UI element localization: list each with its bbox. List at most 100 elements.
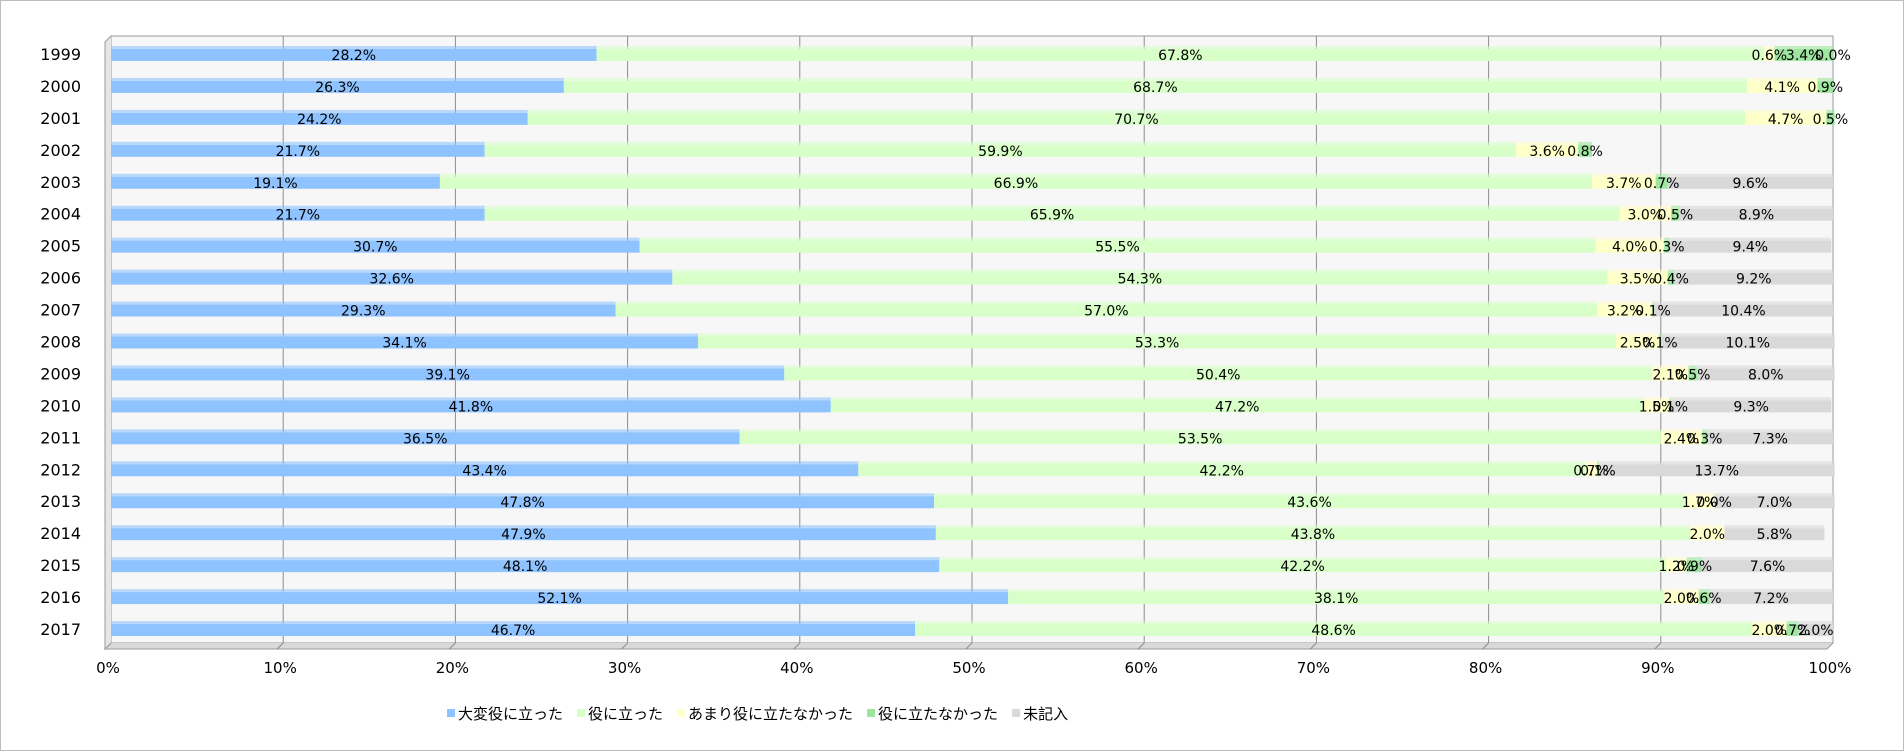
- data-label: 3.2%: [1607, 304, 1643, 320]
- data-label: 0.9%: [1677, 559, 1713, 575]
- bars-layer: [111, 45, 1835, 637]
- data-label: 39.1%: [425, 367, 469, 383]
- x-axis: 0% 10% 20% 30% 40% 50% 60% 70% 80% 90% 100%: [96, 659, 1851, 677]
- bar-segment: [1745, 112, 1827, 125]
- bar-segment-top: [934, 493, 1685, 497]
- data-label: 4.7%: [1768, 112, 1804, 128]
- bar-segment: [1664, 240, 1670, 253]
- bar-segment-top: [915, 621, 1753, 625]
- bar-segment-top: [111, 429, 740, 433]
- bar-segment-top: [1679, 205, 1833, 209]
- data-label: 2.5%: [1620, 336, 1656, 352]
- x-tick-label: 70%: [1297, 659, 1330, 677]
- bar-segment-top: [439, 173, 1592, 177]
- bar-segment: [1643, 400, 1670, 413]
- bar-segment: [1669, 240, 1832, 253]
- x-tick-label: 40%: [780, 659, 813, 677]
- x-tick-label: 10%: [264, 659, 297, 677]
- data-label: 2.0%: [1798, 623, 1834, 639]
- bar-segment: [1665, 560, 1687, 573]
- bar-segment: [1671, 400, 1832, 413]
- bar-segment-top: [484, 141, 1517, 145]
- bar-segment-top: [1745, 109, 1827, 113]
- gridline-floor: [276, 642, 284, 650]
- bar-segment: [939, 560, 1666, 573]
- data-label: 43.6%: [1287, 495, 1331, 511]
- bar-segment-top: [1655, 173, 1668, 177]
- y-category-label: 2016: [40, 588, 81, 607]
- bar-segment-top: [527, 109, 1746, 113]
- data-label: 0.4%: [1653, 272, 1689, 288]
- bar-segment: [111, 368, 785, 381]
- bar-segment-top: [111, 525, 936, 529]
- bar-segment-top: [1798, 621, 1833, 625]
- data-label: 21.7%: [276, 144, 320, 160]
- data-label: 9.6%: [1733, 176, 1769, 192]
- bar-segment: [698, 336, 1617, 349]
- bar-segment-top: [1607, 269, 1668, 273]
- data-label: 1.5%: [1639, 399, 1675, 415]
- bar-segment-top: [1667, 173, 1833, 177]
- data-label: 47.9%: [501, 527, 545, 543]
- bar-segment: [1684, 496, 1715, 509]
- x-tick-label: 100%: [1809, 659, 1852, 677]
- bar-segment: [1607, 272, 1668, 285]
- y-category-label: 2011: [40, 428, 81, 447]
- data-label: 24.2%: [297, 112, 341, 128]
- bar-segment-top: [1752, 621, 1787, 625]
- bar-segment-top: [1591, 173, 1656, 177]
- y-category-label: 2007: [40, 301, 81, 320]
- bar-segment: [1702, 560, 1833, 573]
- data-label: 2.1%: [1652, 367, 1688, 383]
- data-label: 7.0%: [1757, 495, 1793, 511]
- legend-swatch: [1012, 709, 1021, 717]
- data-label: 43.4%: [462, 463, 506, 479]
- data-label: 66.9%: [994, 176, 1038, 192]
- bar-segment-top: [1598, 461, 1835, 465]
- legend: 大変役に立った 役に立った あまり役に立たなかった 役に立たなかった 未記入: [447, 705, 1068, 723]
- bar-segment-top: [111, 45, 597, 49]
- y-category-label: 2004: [40, 205, 81, 224]
- data-label: 68.7%: [1133, 80, 1177, 96]
- x-tick-label: 80%: [1469, 659, 1502, 677]
- bar-segment: [1653, 304, 1833, 317]
- bar-segment: [1660, 336, 1835, 349]
- bar-segment: [111, 272, 673, 285]
- bar-segment-top: [111, 397, 831, 401]
- data-label: 0.1%: [1642, 336, 1678, 352]
- bar-segment: [1817, 80, 1833, 93]
- bar-segment-top: [1709, 589, 1833, 593]
- bar-segment-top: [111, 333, 699, 337]
- bar-segment-top: [111, 557, 940, 561]
- bar-segment-top: [111, 269, 673, 273]
- bar-segment-top: [1652, 301, 1654, 305]
- data-label: 21.7%: [276, 208, 320, 224]
- bar-segment-top: [111, 301, 616, 305]
- gridline-floor: [1310, 642, 1317, 650]
- data-label: 0.3%: [1687, 431, 1723, 447]
- data-label: 65.9%: [1030, 208, 1074, 224]
- data-label: 2.0%: [1690, 527, 1726, 543]
- bar-segment: [1652, 368, 1689, 381]
- data-label: 2.0%: [1664, 591, 1700, 607]
- bar-segment: [1774, 48, 1833, 61]
- y-axis: 1999 2000 2001 2002 2003 2004 2005 2006 2007 2008…: [40, 45, 81, 639]
- data-label: 48.6%: [1311, 623, 1355, 639]
- bar-segment-top: [1597, 301, 1653, 305]
- plot-side-wall: [104, 35, 112, 651]
- bar-segment: [1669, 400, 1672, 413]
- bar-segment: [1698, 592, 1710, 605]
- bar-segment: [1752, 624, 1787, 637]
- data-label: 0.5%: [1675, 367, 1711, 383]
- data-label: 0.1%: [1652, 399, 1688, 415]
- bar-segment: [1616, 336, 1660, 349]
- bar-segment: [111, 176, 440, 189]
- bar-segment-top: [784, 365, 1653, 369]
- legend-label: 大変役に立った: [458, 705, 563, 723]
- bar-segment: [1714, 496, 1835, 509]
- bar-segment: [915, 624, 1753, 637]
- bar-segment-top: [111, 589, 1009, 593]
- bar-segment-top: [111, 493, 935, 497]
